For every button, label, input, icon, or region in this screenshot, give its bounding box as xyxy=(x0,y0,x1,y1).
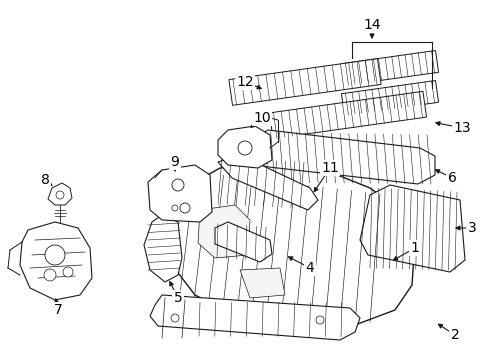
Polygon shape xyxy=(359,185,464,272)
Polygon shape xyxy=(198,205,249,258)
Circle shape xyxy=(172,179,183,191)
Circle shape xyxy=(172,205,178,211)
Polygon shape xyxy=(215,222,271,262)
Text: 7: 7 xyxy=(54,303,62,317)
Circle shape xyxy=(315,316,324,324)
Polygon shape xyxy=(48,183,72,205)
Circle shape xyxy=(180,203,190,213)
Text: 4: 4 xyxy=(305,261,314,275)
Text: 10: 10 xyxy=(253,111,270,125)
Circle shape xyxy=(238,141,251,155)
Polygon shape xyxy=(20,222,92,300)
Polygon shape xyxy=(240,268,285,298)
Text: 14: 14 xyxy=(363,18,380,32)
Polygon shape xyxy=(148,165,212,222)
Polygon shape xyxy=(341,81,438,116)
Polygon shape xyxy=(168,162,414,330)
Circle shape xyxy=(44,269,56,281)
Polygon shape xyxy=(341,50,438,86)
Text: 12: 12 xyxy=(236,75,253,89)
Polygon shape xyxy=(143,215,182,282)
Text: 1: 1 xyxy=(410,241,419,255)
Text: 11: 11 xyxy=(321,161,338,175)
Text: 6: 6 xyxy=(447,171,455,185)
Polygon shape xyxy=(249,130,434,184)
Circle shape xyxy=(45,245,65,265)
Text: 5: 5 xyxy=(173,291,182,305)
Polygon shape xyxy=(228,59,380,105)
Circle shape xyxy=(171,314,179,322)
Polygon shape xyxy=(150,295,359,340)
Text: 3: 3 xyxy=(467,221,475,235)
Circle shape xyxy=(56,191,64,199)
Text: 9: 9 xyxy=(170,155,179,169)
Text: 13: 13 xyxy=(452,121,470,135)
Text: 8: 8 xyxy=(41,173,49,187)
Polygon shape xyxy=(269,91,426,139)
Polygon shape xyxy=(218,126,271,168)
Circle shape xyxy=(63,267,73,277)
Polygon shape xyxy=(218,155,317,210)
Text: 2: 2 xyxy=(450,328,458,342)
